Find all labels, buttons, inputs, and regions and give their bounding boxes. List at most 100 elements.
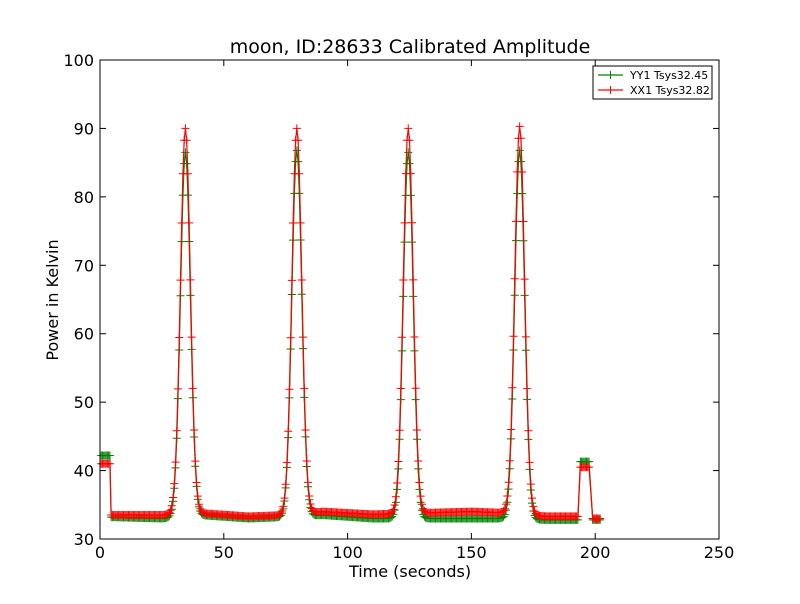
data-point	[170, 479, 179, 488]
data-point	[585, 463, 594, 472]
data-point	[410, 333, 419, 342]
data-point	[511, 217, 520, 226]
y-tick-label: 30	[74, 530, 94, 549]
data-point	[279, 502, 288, 511]
series-layer	[97, 122, 605, 524]
data-point	[525, 458, 534, 467]
data-point	[508, 383, 517, 392]
plot-frame	[99, 59, 720, 540]
data-point	[391, 492, 400, 501]
data-point	[396, 384, 405, 393]
data-point	[500, 504, 509, 513]
data-point	[277, 506, 286, 515]
data-point	[167, 501, 176, 510]
data-point	[191, 457, 200, 466]
data-point	[182, 136, 191, 145]
y-tick-label: 80	[74, 188, 94, 207]
x-tick-label: 200	[580, 543, 611, 562]
y-tick-label: 50	[74, 393, 94, 412]
legend-marker	[606, 86, 615, 94]
data-point	[516, 134, 525, 143]
data-point	[303, 478, 312, 487]
data-point	[302, 457, 311, 466]
legend-label: YY1 Tsys32.45	[629, 69, 708, 82]
data-point	[400, 218, 409, 227]
data-point	[399, 275, 408, 284]
series-xx1	[97, 122, 605, 523]
data-point	[295, 169, 304, 178]
chart-title: moon, ID:28633 Calibrated Amplitude	[230, 36, 591, 58]
data-point	[306, 500, 315, 509]
data-point	[183, 169, 192, 178]
data-point	[502, 500, 511, 509]
data-point	[521, 332, 530, 341]
data-point	[282, 458, 291, 467]
data-point	[504, 478, 513, 487]
data-point	[187, 333, 196, 342]
data-point	[292, 146, 301, 155]
data-point	[519, 217, 528, 226]
data-point	[294, 136, 303, 145]
data-point	[105, 459, 114, 468]
y-axis-label: Power in Kelvin	[43, 239, 62, 360]
data-point	[503, 491, 512, 500]
data-point	[292, 124, 301, 133]
data-point	[289, 219, 298, 228]
data-point	[177, 218, 186, 227]
data-point	[181, 148, 190, 157]
data-point	[529, 502, 538, 511]
data-point	[515, 122, 524, 131]
data-point	[193, 492, 202, 501]
data-point	[296, 218, 305, 227]
data-point	[195, 500, 204, 509]
data-point	[166, 506, 175, 515]
y-tick-label: 40	[74, 462, 94, 481]
data-point	[405, 136, 414, 145]
data-point	[172, 426, 181, 435]
data-point	[516, 157, 525, 166]
data-point	[297, 275, 306, 284]
data-point	[192, 478, 201, 487]
data-point	[176, 276, 185, 285]
data-point	[414, 457, 423, 466]
data-point	[524, 426, 533, 435]
data-point	[398, 333, 407, 342]
legend-label: XX1 Tsys32.82	[630, 84, 710, 97]
x-tick-label: 0	[95, 543, 105, 562]
data-point	[573, 512, 582, 521]
data-point	[515, 146, 524, 155]
x-tick-label: 50	[214, 543, 234, 562]
data-point	[190, 426, 199, 435]
data-point	[305, 491, 314, 500]
data-point	[406, 169, 415, 178]
data-point	[390, 500, 399, 509]
data-point	[286, 333, 295, 342]
data-point	[404, 124, 413, 133]
data-point	[505, 456, 514, 465]
data-point	[596, 514, 605, 523]
data-point	[526, 480, 535, 489]
data-point	[171, 458, 180, 467]
legend-marker	[606, 71, 615, 79]
data-point	[188, 384, 197, 393]
data-point	[412, 425, 421, 434]
data-point	[405, 159, 414, 168]
data-point	[285, 385, 294, 394]
legend: YY1 Tsys32.45 XX1 Tsys32.82	[592, 65, 713, 100]
data-point	[284, 427, 293, 436]
plot-area	[100, 60, 719, 539]
y-tick-label: 60	[74, 325, 94, 344]
data-point	[281, 480, 290, 489]
data-point	[186, 275, 195, 284]
data-point	[409, 275, 418, 284]
data-point	[105, 451, 114, 460]
x-tick-label: 100	[332, 543, 363, 562]
data-point	[416, 492, 425, 501]
data-point	[417, 500, 426, 509]
data-point	[181, 124, 190, 133]
data-point	[393, 479, 402, 488]
data-point	[407, 218, 416, 227]
data-point	[389, 505, 398, 514]
data-point	[300, 384, 309, 393]
